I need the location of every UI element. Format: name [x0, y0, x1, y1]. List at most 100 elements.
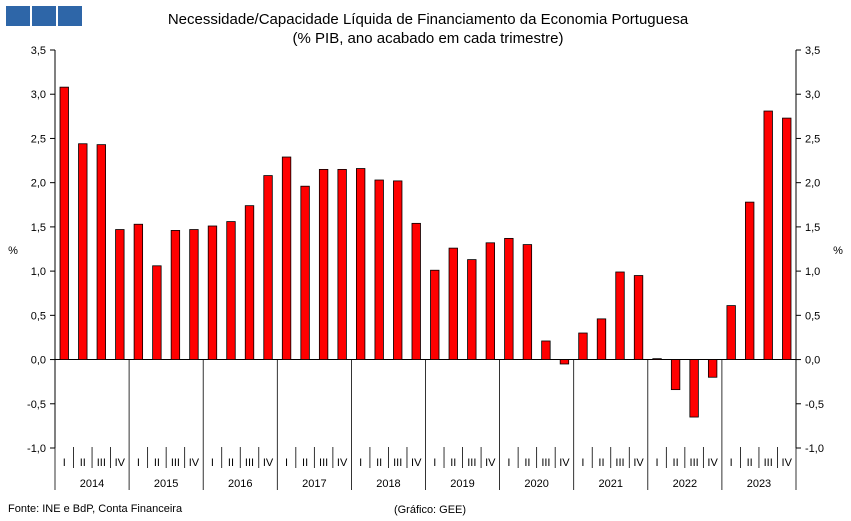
x-quarter-label: I — [63, 457, 66, 469]
x-quarter-label: I — [359, 457, 362, 469]
logo-icon-block-2 — [32, 6, 56, 26]
x-quarter-label: IV — [115, 457, 126, 469]
source-note: Fonte: INE e BdP, Conta Financeira — [8, 503, 183, 515]
y-tick-label-left: 3,5 — [31, 45, 46, 57]
x-quarter-label: IV — [559, 457, 570, 469]
bar — [578, 332, 588, 360]
chart-subtitle: (% PIB, ano acabado em cada trimestre) — [293, 30, 564, 47]
bar — [115, 229, 125, 360]
x-quarter-label: I — [137, 457, 140, 469]
bar — [78, 143, 88, 360]
y-tick-label-right: -0,5 — [805, 399, 824, 411]
y-tick-label-left: 2,0 — [31, 178, 46, 190]
x-quarter-label: II — [302, 457, 308, 469]
bar — [745, 201, 755, 360]
x-year-label: 2023 — [747, 478, 771, 490]
y-tick-label-left: 3,0 — [31, 89, 46, 101]
graph-note: (Gráfico: GEE) — [394, 504, 466, 516]
x-quarter-label: III — [467, 457, 476, 469]
bar — [522, 244, 533, 360]
bar — [670, 359, 681, 391]
x-quarter-label: IV — [189, 457, 200, 469]
x-quarter-label: II — [747, 457, 753, 469]
x-quarter-label: II — [228, 457, 234, 469]
logo-icon-block-1 — [6, 6, 30, 26]
bar — [355, 168, 366, 360]
y-axis-label-left: % — [8, 245, 18, 257]
x-quarter-label: II — [673, 457, 679, 469]
bar — [430, 269, 440, 360]
logo — [6, 6, 82, 26]
bar — [615, 271, 625, 360]
x-year-label: 2015 — [154, 478, 178, 490]
x-year-label: 2016 — [228, 478, 252, 490]
bar — [504, 237, 514, 360]
x-quarter-label: IV — [633, 457, 644, 469]
y-tick-label-right: 1,0 — [805, 266, 820, 278]
y-tick-label-left: 0,0 — [31, 355, 46, 367]
bar — [541, 340, 551, 360]
x-quarter-label: III — [690, 457, 699, 469]
x-quarter-label: II — [450, 457, 456, 469]
x-quarter-label: III — [245, 457, 254, 469]
bar — [393, 180, 403, 360]
y-tick-label-left: 2,5 — [31, 133, 46, 145]
x-quarter-label: IV — [707, 457, 718, 469]
x-quarter-label: III — [171, 457, 180, 469]
y-tick-label-right: 0,5 — [805, 310, 820, 322]
x-year-label: 2017 — [302, 478, 326, 490]
bar — [763, 110, 773, 360]
x-quarter-label: III — [319, 457, 328, 469]
y-tick-label-right: 1,5 — [805, 222, 820, 234]
x-quarter-label: I — [581, 457, 584, 469]
x-quarter-label: III — [615, 457, 624, 469]
y-tick-label-right: 3,5 — [805, 45, 820, 57]
bar — [448, 247, 458, 360]
bar — [59, 86, 69, 360]
bar — [263, 175, 273, 360]
axes: 3,5 3,5 3,0 3,0 2,5 2,5 2,0 2,0 1,5 1,5 1,0 1,0 0,5 0… — [27, 45, 824, 490]
bar — [467, 259, 477, 360]
x-quarter-label: III — [97, 457, 106, 469]
x-quarter-label: II — [598, 457, 604, 469]
x-quarter-label: I — [656, 457, 659, 469]
x-quarter-label: I — [730, 457, 733, 469]
x-year-label: 2018 — [376, 478, 400, 490]
bar — [374, 179, 384, 360]
bar — [707, 359, 718, 378]
x-quarter-label: I — [433, 457, 436, 469]
x-quarter-label: II — [524, 457, 530, 469]
x-quarter-label: III — [541, 457, 550, 469]
chart-title: Necessidade/Capacidade Líquida de Financ… — [168, 11, 689, 28]
x-quarter-label: II — [154, 457, 160, 469]
bar — [189, 229, 199, 360]
logo-icon-block-3 — [58, 6, 82, 26]
bar — [207, 225, 218, 360]
x-year-label: 2019 — [450, 478, 474, 490]
x-year-label: 2020 — [524, 478, 548, 490]
y-tick-label-right: 3,0 — [805, 89, 820, 101]
bar — [96, 144, 106, 360]
bar — [133, 223, 144, 360]
bar — [596, 318, 607, 360]
bar — [300, 185, 310, 360]
bar — [152, 265, 162, 360]
y-tick-label-left: 1,5 — [31, 222, 46, 234]
x-quarter-label: I — [211, 457, 214, 469]
bar — [652, 358, 662, 360]
y-tick-label-left: -0,5 — [27, 399, 46, 411]
y-tick-label-left: -1,0 — [27, 443, 46, 455]
x-quarter-label: IV — [485, 457, 496, 469]
bar — [244, 205, 255, 360]
bar — [411, 222, 421, 360]
x-quarter-label: IV — [337, 457, 348, 469]
bar — [633, 275, 644, 360]
bar — [318, 168, 329, 360]
bar — [337, 168, 347, 360]
bar — [782, 117, 792, 360]
x-quarter-label: II — [80, 457, 86, 469]
x-year-label: 2022 — [673, 478, 697, 490]
y-tick-label-right: 2,5 — [805, 133, 820, 145]
y-axis-label-right: % — [833, 245, 843, 257]
